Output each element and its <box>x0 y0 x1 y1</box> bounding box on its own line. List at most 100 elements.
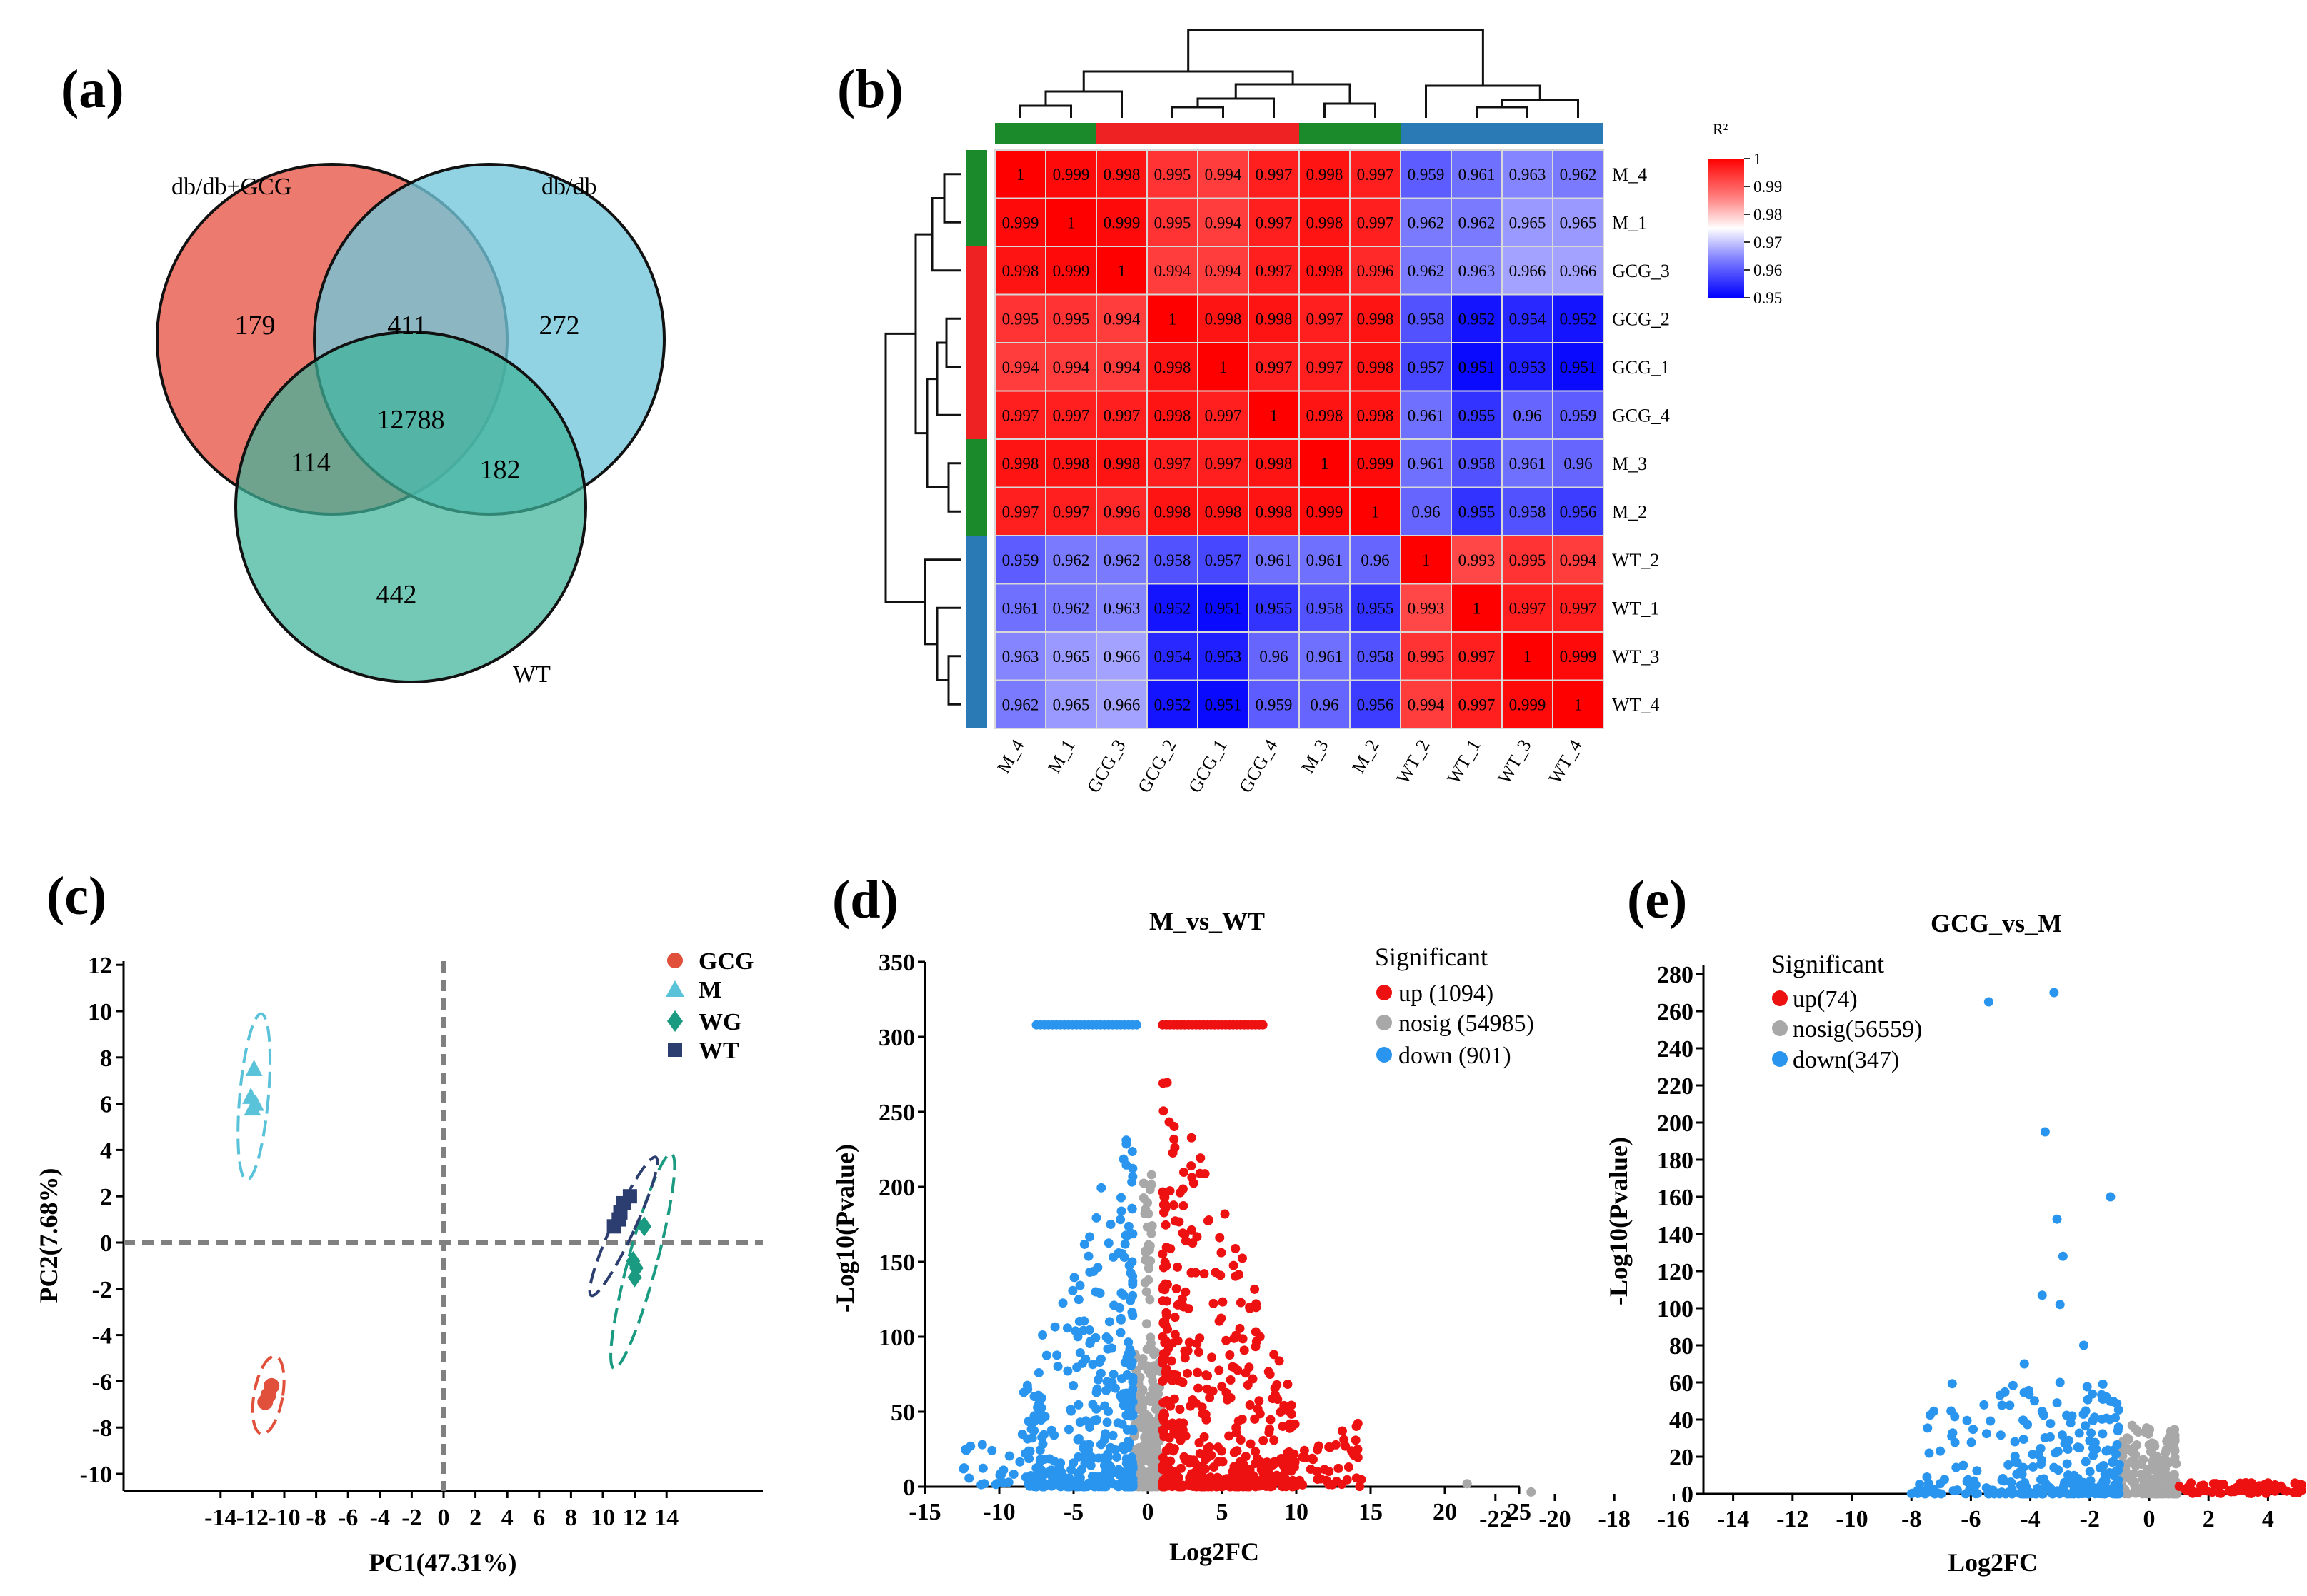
pca-point-gcg <box>257 1394 274 1410</box>
heatmap-cell-value: 0.998 <box>1154 358 1191 376</box>
volcano-e-legend-up-marker <box>1772 990 1788 1006</box>
heatmap-cell <box>1197 679 1249 729</box>
heatmap-cell-value: 0.955 <box>1458 503 1496 521</box>
volcano-d-point-up <box>1231 1271 1241 1281</box>
volcano-d-point-up <box>1205 1442 1215 1452</box>
volcano-d-xlabel: Log2FC <box>1169 1537 1259 1566</box>
volcano-d-point-up <box>1158 1460 1168 1470</box>
volcano-e-point-down <box>1971 1480 1981 1490</box>
volcano-d-point-up <box>1287 1421 1297 1431</box>
volcano-d-point-up <box>1158 1078 1168 1088</box>
volcano-d-point-down <box>996 1468 1006 1478</box>
volcano-d-point-down <box>1111 1452 1121 1462</box>
heatmap-cell <box>1349 197 1401 247</box>
volcano-e-point-down <box>2088 1451 2098 1461</box>
heatmap-cell <box>1096 390 1148 440</box>
heatmap-cell-value: 0.998 <box>1002 455 1039 473</box>
volcano-d-point-up <box>1274 1356 1284 1366</box>
volcano-d-ylabel: -Log10(Pvalue) <box>831 1144 859 1313</box>
heatmap-cell <box>1197 535 1249 585</box>
volcano-d-point-up <box>1178 1201 1188 1211</box>
volcano-d-point-up <box>1178 1184 1188 1194</box>
volcano-d-point-up <box>1179 1452 1189 1462</box>
row-group-bar <box>966 150 987 728</box>
volcano-e-point-down <box>2015 1488 2025 1498</box>
heatmap-cell <box>1248 246 1300 296</box>
volcano-d-point-down <box>1074 1295 1084 1305</box>
heatmap-cell-value: 0.955 <box>1458 406 1496 424</box>
heatmap-cell <box>1552 631 1604 681</box>
y-tick-label: -2 <box>92 1277 112 1303</box>
heatmap-cell-value: 0.994 <box>1205 166 1242 184</box>
volcano-d-point-up <box>1206 1450 1216 1460</box>
heatmap-cell-value: 0.999 <box>1560 648 1597 666</box>
x-tick-label: 2 <box>2203 1506 2215 1532</box>
heatmap-cell <box>1552 197 1604 247</box>
volcano-d-point-down <box>1053 1362 1063 1372</box>
volcano-e-point-down <box>2090 1412 2100 1422</box>
heatmap-cell <box>1400 246 1452 296</box>
x-tick-label: -2 <box>401 1505 421 1531</box>
column-dendrogram <box>1019 29 1579 118</box>
volcano-d-point-up <box>1246 1439 1256 1449</box>
volcano-e-point-down <box>1916 1486 1926 1496</box>
volcano-d-point-down <box>1085 1339 1095 1349</box>
volcano-e-point-nosig <box>2132 1440 2142 1450</box>
volcano-d-point-up <box>1177 1294 1187 1304</box>
volcano-d-point-up <box>1203 1481 1213 1491</box>
volcano-d-point-up <box>1170 1313 1180 1323</box>
y-tick-label: 60 <box>1669 1370 1693 1397</box>
volcano-d-point-down <box>1024 1454 1034 1464</box>
venn-set-label-dbgcg: db/db+GCG <box>171 174 291 200</box>
row-group-segment <box>966 439 987 536</box>
volcano-d-point-up <box>1165 1400 1175 1410</box>
heatmap-cell-value: 0.994 <box>1154 262 1191 280</box>
volcano-e-point-down <box>2058 1481 2068 1491</box>
volcano-d-point-down <box>1127 1177 1137 1187</box>
volcano-d-point-down <box>1075 1280 1085 1290</box>
heatmap-cell-value: 0.995 <box>1002 310 1039 328</box>
volcano-d-point-up <box>1278 1421 1288 1431</box>
volcano-d-point-down <box>1009 1469 1019 1479</box>
x-tick-label: 6 <box>533 1505 545 1531</box>
x-tick-label: 4 <box>2262 1506 2274 1532</box>
volcano-d-point-up <box>1221 1335 1231 1345</box>
volcano-d-point-up <box>1164 1117 1174 1127</box>
heatmap-cell-value: 0.997 <box>1104 406 1141 424</box>
volcano-d-point-up <box>1186 1225 1196 1235</box>
volcano-d-point-down <box>1031 1463 1041 1473</box>
heatmap-cell-value: 0.959 <box>1256 696 1293 713</box>
volcano-e-point-up <box>2273 1484 2283 1494</box>
heatmap-cell <box>1045 631 1097 681</box>
heatmap-cell <box>1298 535 1351 585</box>
heatmap-cell <box>1552 246 1604 296</box>
volcano-e-point-down <box>2098 1379 2108 1389</box>
volcano-d-point-down <box>1027 1433 1037 1443</box>
heatmap-cell-value: 0.997 <box>1205 406 1242 424</box>
volcano-d-point-up <box>1331 1440 1341 1450</box>
x-tick-label: 2 <box>469 1505 481 1531</box>
volcano-d-point-up <box>1158 1106 1168 1116</box>
heatmap-col-label: GCG_2 <box>1134 736 1181 797</box>
heatmap-col-label: GCG_4 <box>1235 736 1282 797</box>
volcano-d-point-down <box>1127 1146 1137 1156</box>
heatmap-cell <box>1146 342 1198 392</box>
volcano-d-point-down <box>1029 1392 1039 1402</box>
volcano-e-point-nosig <box>2170 1430 2180 1440</box>
heatmap-cell <box>1552 679 1604 729</box>
dendrogram-branch <box>914 233 932 435</box>
volcano-d-point-down <box>1063 1366 1073 1376</box>
heatmap-cell-value: 0.961 <box>1408 406 1445 424</box>
heatmap-cell <box>1400 197 1452 247</box>
volcano-e-point-down <box>2052 1214 2062 1224</box>
volcano-e-point-up <box>2198 1485 2208 1495</box>
volcano-d-point-down <box>1085 1422 1095 1432</box>
volcano-d-point-down <box>979 1479 989 1489</box>
volcano-d-point-up <box>1188 1178 1198 1188</box>
heatmap-cell <box>1552 535 1604 585</box>
colorbar-ticks: 1 0.99 0.98 0.97 0.96 0.95 <box>1744 150 1782 307</box>
dendrogram-branch <box>1425 84 1541 118</box>
heatmap-cell-value: 0.998 <box>1357 310 1394 328</box>
heatmap-cell <box>1248 438 1300 488</box>
heatmap-cell <box>1400 438 1452 488</box>
